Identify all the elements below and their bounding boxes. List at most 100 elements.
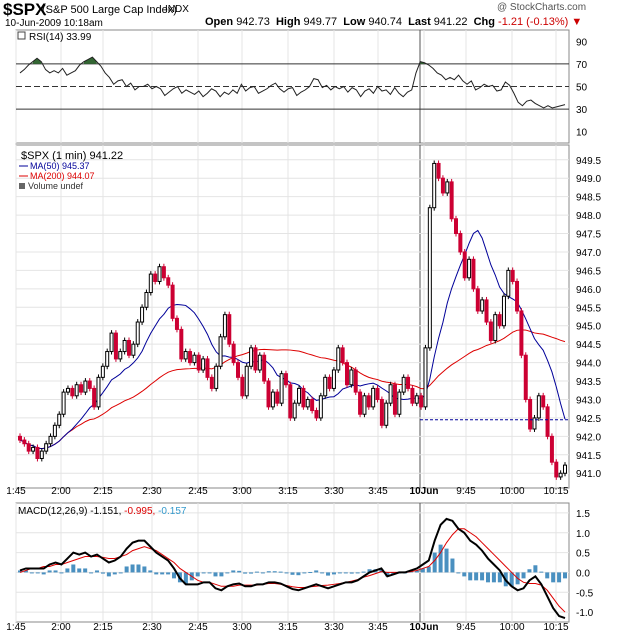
macd-histogram-bar xyxy=(361,571,366,573)
x-tick-label: 2:30 xyxy=(142,622,162,633)
macd-signal-line xyxy=(19,528,566,613)
candle-body xyxy=(35,446,40,459)
macd-line xyxy=(19,517,566,619)
rsi-legend: RSI(14) 33.99 xyxy=(29,32,92,43)
candle-body xyxy=(358,391,363,415)
macd-histogram-bar xyxy=(65,568,70,573)
candle-body xyxy=(445,181,450,194)
candle-body xyxy=(236,362,240,378)
candle-body xyxy=(288,384,293,419)
x-tick-label: 9:45 xyxy=(456,486,476,497)
macd-histogram-bar xyxy=(172,572,177,579)
macd-legend-part: -0.157 xyxy=(158,506,187,517)
candle-body xyxy=(249,347,254,367)
y-tick-label: 949.5 xyxy=(576,156,601,167)
candle-body xyxy=(366,395,371,408)
x-tick-label: 1:45 xyxy=(6,486,26,497)
chg-label: Chg xyxy=(473,16,495,28)
candle-body xyxy=(545,406,550,437)
macd-legend-part: -0.995, xyxy=(124,506,158,517)
y-tick-label: 941.5 xyxy=(576,451,601,462)
candle-body xyxy=(549,435,554,463)
macd-histogram-bar xyxy=(509,572,514,587)
candle-body xyxy=(109,332,114,353)
macd-histogram-bar xyxy=(219,572,224,577)
y-tick-label: 10 xyxy=(576,128,588,139)
y-tick-label: 948.0 xyxy=(576,211,601,222)
macd-histogram-bar xyxy=(314,570,319,573)
candle-body xyxy=(44,443,49,452)
rsi-overbought-fill xyxy=(32,58,42,64)
candle-body xyxy=(65,387,70,393)
macd-histogram-bar xyxy=(237,570,242,573)
volume-legend-icon xyxy=(19,183,25,189)
quote-datetime: 10-Jun-2009 10:18am xyxy=(5,18,103,29)
rsi-line xyxy=(19,56,566,109)
candle-body xyxy=(205,358,210,378)
macd-histogram-bar xyxy=(462,572,467,577)
macd-histogram-bar xyxy=(89,572,94,574)
macd-histogram-bar xyxy=(480,572,485,581)
candle-body xyxy=(515,280,520,312)
macd-histogram-bar xyxy=(545,572,550,579)
macd-histogram-bar xyxy=(225,572,230,574)
chg-value: -1.21 (-0.13%) xyxy=(498,16,569,28)
candle-body xyxy=(510,269,515,282)
candle-body xyxy=(227,314,232,345)
macd-histogram-bar xyxy=(563,572,567,579)
high-label: High xyxy=(275,16,301,28)
candle-body xyxy=(26,443,31,452)
candle-body xyxy=(297,387,302,404)
y-tick-label: 941.0 xyxy=(576,469,601,480)
macd-histogram-bar xyxy=(166,572,171,575)
symbol-title: $SPX xyxy=(3,0,47,19)
macd-histogram-bar xyxy=(243,572,248,574)
x-tick-label: 10Jun xyxy=(410,622,439,633)
candle-body xyxy=(131,343,136,356)
candle-body xyxy=(166,277,171,286)
macd-histogram-bar xyxy=(53,570,58,573)
macd-histogram-bar xyxy=(527,569,532,573)
macd-histogram-bar xyxy=(539,571,544,573)
candle-body xyxy=(528,398,533,430)
candle-body xyxy=(427,207,432,349)
macd-histogram-bar xyxy=(497,572,502,583)
x-tick-label: 10:15 xyxy=(543,622,568,633)
candle-body xyxy=(440,177,445,194)
candle-body xyxy=(462,251,467,279)
index-name: (S&P 500 Large Cap Index) xyxy=(42,4,177,16)
candle-body xyxy=(436,162,441,179)
macd-histogram-bar xyxy=(118,572,123,574)
y-tick-label: 50 xyxy=(576,83,588,94)
volume-legend: Volume undef xyxy=(28,181,84,191)
x-tick-label: 2:00 xyxy=(51,622,71,633)
macd-histogram-bar xyxy=(485,572,490,583)
macd-histogram-bar xyxy=(142,566,147,573)
credit-text[interactable]: @ StockCharts.com xyxy=(497,2,587,13)
x-tick-label: 3:00 xyxy=(232,486,252,497)
macd-histogram-bar xyxy=(379,569,384,573)
y-tick-label: -0.5 xyxy=(576,588,594,599)
candle-body xyxy=(48,435,53,445)
candle-body xyxy=(144,292,149,308)
candle-body xyxy=(519,310,524,356)
macd-histogram-bar xyxy=(533,565,538,573)
exchange-label: INDX xyxy=(165,4,189,15)
candle-body xyxy=(270,391,275,408)
candle-body xyxy=(127,339,131,356)
macd-histogram-bar xyxy=(207,572,212,574)
x-tick-label: 10:15 xyxy=(543,486,568,497)
candle-body xyxy=(192,354,197,364)
macd-histogram-bar xyxy=(130,564,135,573)
candle-body xyxy=(57,413,62,426)
open-label: Open xyxy=(205,16,234,28)
candle-body xyxy=(39,450,44,459)
quote-summary: Open 942.73 High 949.77 Low 940.74 Last … xyxy=(205,16,582,28)
candle-body xyxy=(214,365,219,389)
ma200-line xyxy=(19,329,566,450)
candle-body xyxy=(100,365,105,378)
high-value: 949.77 xyxy=(303,16,338,28)
candle-body xyxy=(419,395,424,408)
candle-body xyxy=(262,354,267,382)
